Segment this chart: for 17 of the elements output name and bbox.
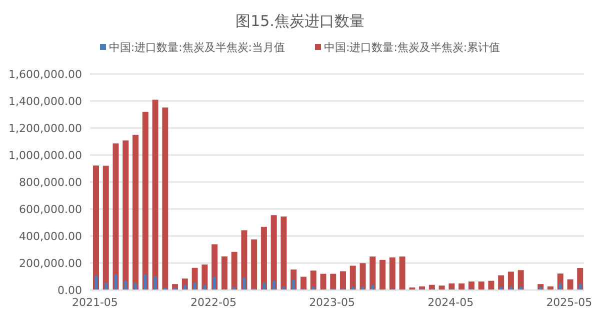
chart-title: 图15.焦炭进口数量 (234, 11, 366, 32)
y-tick-label: 600,000.00 (19, 202, 82, 216)
y-tick-label: 1,200,000.00 (8, 122, 82, 135)
x-tick-label: 2025-05 (546, 296, 592, 309)
y-tick-label: 1,400,000.00 (8, 94, 82, 108)
legend-label: 中国:进口数量:焦炭及半焦炭:当月值 (108, 40, 285, 54)
y-tick-label: 800,000.00 (19, 176, 82, 189)
y-tick-label: 0.00 (58, 284, 82, 297)
x-tick-label: 2021-05 (72, 296, 118, 309)
x-tick-label: 2023-05 (309, 296, 356, 309)
y-tick-label: 200,000.00 (19, 256, 82, 270)
y-tick-label: 1,600,000.00 (8, 68, 82, 81)
legend-label: 中国:进口数量:焦炭及半焦炭:累计值 (324, 40, 500, 54)
x-tick-label: 2024-05 (428, 296, 474, 309)
x-tick-label: 2022-05 (190, 296, 236, 309)
y-tick-label: 1,000,000.00 (8, 148, 82, 162)
y-tick-label: 400,000.00 (19, 230, 82, 243)
